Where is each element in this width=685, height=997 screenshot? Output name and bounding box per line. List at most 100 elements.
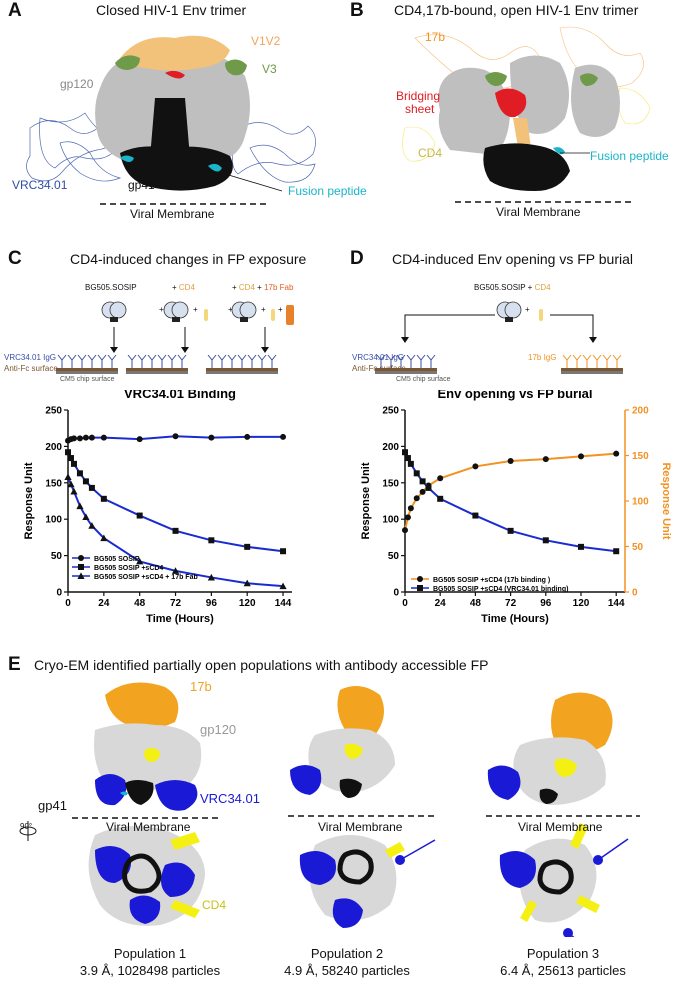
data-point	[404, 514, 411, 521]
vrc34-ribbon-right	[232, 122, 316, 183]
rotation-label: 90°	[20, 822, 33, 831]
x-tick-label: 144	[275, 598, 292, 609]
cond3-17b: 17b Fab	[264, 283, 294, 292]
membrane-label-e2: Viral Membrane	[318, 820, 403, 834]
membrane-label-b: Viral Membrane	[496, 205, 581, 219]
data-point	[88, 522, 96, 529]
17b-label-e: 17b	[190, 679, 212, 694]
y-tick-label: 100	[45, 515, 62, 526]
cd4-label-e: CD4	[202, 898, 227, 912]
antifc-label-c: Anti-Fc surface	[4, 364, 58, 373]
cond2-plus: +	[172, 283, 177, 292]
data-point	[413, 495, 420, 502]
y-tick-label: 200	[45, 442, 62, 453]
cond2-cd4: CD4	[178, 283, 195, 292]
data-point	[407, 505, 414, 512]
env-icon-1	[101, 301, 127, 322]
data-point	[208, 434, 215, 441]
population-3-detail: 6.4 Å, 25613 particles	[500, 963, 626, 978]
data-point	[542, 537, 549, 544]
x-tick-label: 24	[98, 598, 110, 609]
data-point	[280, 433, 287, 440]
v3-label-a: V3	[262, 62, 277, 76]
membrane-label-e3: Viral Membrane	[518, 820, 603, 834]
membrane-label-a: Viral Membrane	[130, 207, 215, 221]
x-tick-label: 72	[170, 598, 182, 609]
data-point	[70, 487, 78, 495]
y-axis-label: Response Unit	[360, 462, 372, 539]
data-point	[171, 567, 180, 574]
legend-marker	[417, 585, 423, 591]
data-point	[172, 433, 179, 440]
y-axis-label: Response Unit	[23, 462, 35, 539]
panel-e-letter: E	[8, 654, 21, 675]
data-point	[244, 433, 251, 440]
pop1-side-view	[94, 682, 202, 811]
plus-c-5: +	[278, 305, 283, 314]
chart-c: VRC34.01 Binding 0 24 48 72 96 120 144 0 50 100 150…	[23, 390, 292, 625]
legend-label: BG505 SOSIP +sCD4 (VRC34.01 binding)	[433, 586, 568, 593]
y-tick-label: 250	[382, 406, 399, 417]
panel-a-title: Closed HIV-1 Env trimer	[96, 2, 247, 18]
panel-b-structure	[402, 26, 651, 203]
data-point	[100, 495, 107, 502]
data-point	[67, 480, 75, 488]
pop3-top-view	[499, 823, 629, 937]
data-point	[402, 527, 408, 534]
data-point	[244, 543, 251, 550]
panel-c-letter: C	[8, 248, 22, 269]
legend-label: BG505 SOSIP	[94, 556, 140, 563]
env-icon-d	[496, 301, 543, 322]
data-point	[279, 582, 287, 590]
plus-c-3: +	[228, 305, 233, 314]
membrane-label-e1: Viral Membrane	[106, 820, 191, 834]
population-2-name: Population 2	[310, 946, 384, 961]
panel-d-schematic	[375, 301, 623, 374]
x-tick-label: 120	[573, 598, 590, 609]
panel-c-schematic	[56, 301, 294, 374]
y-tick-label: 150	[45, 478, 62, 489]
pop3-side-view	[487, 692, 613, 805]
legend-label: BG505 SOSIP +sCD4	[94, 565, 163, 572]
data-point	[472, 463, 479, 470]
data-point	[472, 512, 479, 519]
population-2-caption: Population 2 4.9 Å, 58240 particles	[262, 945, 432, 979]
y-tick-label: 100	[382, 515, 399, 526]
data-point	[88, 434, 95, 441]
panel-c-title: CD4-induced changes in FP exposure	[70, 251, 307, 267]
v1v2-label: V1V2	[251, 34, 281, 48]
series-line-2	[404, 451, 617, 553]
data-point	[437, 495, 444, 502]
plus-c-1: +	[159, 305, 164, 314]
y2-tick-label: 0	[632, 588, 638, 599]
y2-tick-label: 100	[632, 497, 649, 508]
data-point	[76, 470, 83, 477]
env-icon-2	[163, 301, 208, 322]
x-tick-label: 48	[470, 598, 482, 609]
panel-b-title: CD4,17b-bound, open HIV-1 Env trimer	[394, 2, 639, 18]
chip-1	[57, 354, 117, 368]
cond1-label: BG505.SOSIP	[85, 283, 137, 292]
17b-label-b: 17b	[425, 30, 446, 44]
y-tick-label: 50	[388, 551, 400, 562]
legend-label: BG505 SOSIP +sCD4 (17b binding )	[433, 577, 550, 584]
data-point	[70, 435, 77, 442]
x-tick-label: 48	[134, 598, 146, 609]
x-tick-label: 72	[505, 598, 517, 609]
y2-tick-label: 150	[632, 451, 649, 462]
rotation-icon	[19, 821, 37, 841]
legend-marker	[417, 576, 423, 582]
x-tick-label: 96	[540, 598, 552, 609]
antifc-label-d: Anti-Fc surface	[352, 364, 406, 373]
cond3-plus2: +	[257, 283, 262, 292]
vrc34-label-a: VRC34.01	[12, 178, 68, 192]
population-3-name: Population 3	[526, 946, 600, 961]
vrc34-igg-label: VRC34.01 IgG	[4, 353, 57, 362]
population-1-name: Population 1	[113, 946, 187, 961]
data-point	[70, 460, 77, 467]
d-sample-prefix: BG505.SOSIP +	[474, 283, 533, 292]
panel-d-letter: D	[350, 248, 364, 269]
plus-c-4: +	[261, 305, 266, 314]
pop1-top-view	[88, 826, 205, 926]
data-point	[65, 449, 71, 456]
